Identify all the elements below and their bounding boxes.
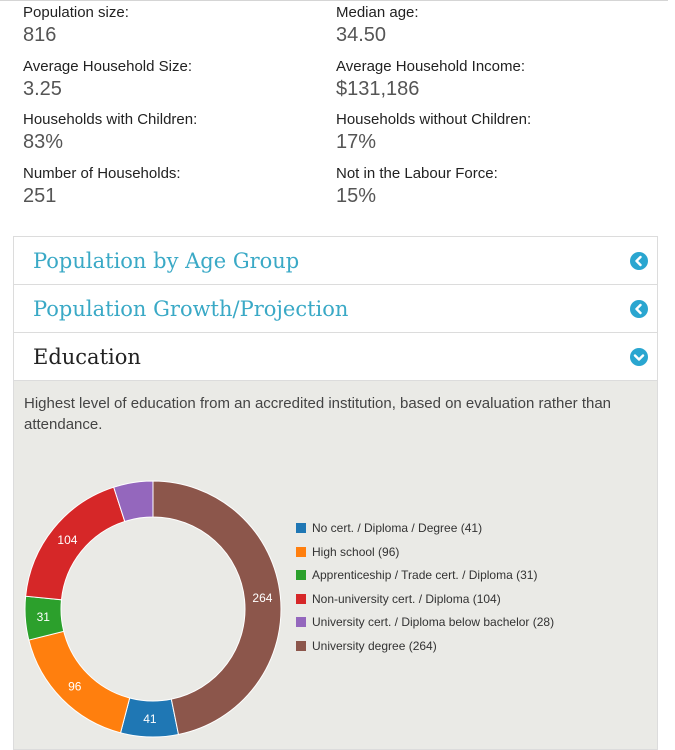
accordion-education[interactable]: Education xyxy=(13,332,658,380)
legend-label: Apprenticeship / Trade cert. / Diploma (… xyxy=(312,568,538,582)
slice-label: 96 xyxy=(68,679,82,693)
slice-label: 41 xyxy=(143,712,157,726)
stat-label: Households with Children: xyxy=(23,111,198,128)
legend-label: University cert. / Diploma below bachelo… xyxy=(312,615,555,629)
chevron-left-icon[interactable] xyxy=(630,252,648,270)
accordion-title: Education xyxy=(33,345,141,369)
stat-value: 15% xyxy=(336,185,377,207)
stat-population-size: Population size: 816 xyxy=(23,4,129,47)
legend-label: Non-university cert. / Diploma (104) xyxy=(312,591,501,606)
legend-label: High school (96) xyxy=(312,544,400,559)
stat-average-household-income: Average Household Income: $131,186 xyxy=(336,58,525,101)
slice-label: 264 xyxy=(252,591,272,605)
legend-swatch xyxy=(296,593,306,604)
chevron-down-icon[interactable] xyxy=(630,348,648,366)
stat-not-in-labour-force: Not in the Labour Force: 15% xyxy=(336,165,498,208)
stat-value: 17% xyxy=(336,131,377,153)
stat-value: 3.25 xyxy=(23,78,62,100)
slice-label: 31 xyxy=(37,610,51,624)
stat-label: Households without Children: xyxy=(336,111,532,128)
accordion-population-growth-projection[interactable]: Population Growth/Projection xyxy=(13,284,658,332)
stat-label: Average Household Size: xyxy=(23,58,192,75)
stat-value: 83% xyxy=(23,131,64,153)
legend-swatch xyxy=(296,570,306,580)
education-description: Highest level of education from an accre… xyxy=(24,395,612,433)
stat-households-with-children: Households with Children: 83% xyxy=(23,111,197,154)
stat-number-of-households: Number of Households: 251 xyxy=(23,165,181,208)
stat-value: 251 xyxy=(23,185,57,207)
demographics-accordion: Population by Age Group Population Growt… xyxy=(13,236,658,750)
legend-swatch xyxy=(296,640,306,651)
legend-label: University degree (264) xyxy=(312,638,437,653)
education-donut-chart: 41 96 31 104 264 xyxy=(24,480,282,738)
top-divider xyxy=(0,0,668,1)
legend-label: No cert. / Diploma / Degree (41) xyxy=(312,521,483,535)
stat-label: Number of Households: xyxy=(23,165,181,182)
stat-value: 34.50 xyxy=(336,24,387,46)
legend-swatch xyxy=(296,523,306,533)
stat-average-household-size: Average Household Size: 3.25 xyxy=(23,58,192,101)
chevron-left-icon[interactable] xyxy=(630,300,648,318)
slice-label: 104 xyxy=(57,533,77,547)
legend-swatch xyxy=(296,546,306,557)
accordion-population-by-age-group[interactable]: Population by Age Group xyxy=(13,236,658,284)
stat-label: Median age: xyxy=(336,4,419,21)
stat-label: Population size: xyxy=(23,4,129,21)
stat-value: 816 xyxy=(23,24,57,46)
accordion-title: Population Growth/Projection xyxy=(33,297,349,321)
education-panel: Highest level of education from an accre… xyxy=(13,380,658,750)
legend-swatch xyxy=(296,617,306,627)
stat-households-without-children: Households without Children: 17% xyxy=(336,111,531,154)
accordion-title: Population by Age Group xyxy=(33,249,300,273)
donut-slice[interactable] xyxy=(152,480,282,736)
stat-value: $131,186 xyxy=(336,78,420,100)
stat-median-age: Median age: 34.50 xyxy=(336,4,419,47)
stat-label: Average Household Income: xyxy=(336,58,526,75)
stat-label: Not in the Labour Force: xyxy=(336,165,498,182)
